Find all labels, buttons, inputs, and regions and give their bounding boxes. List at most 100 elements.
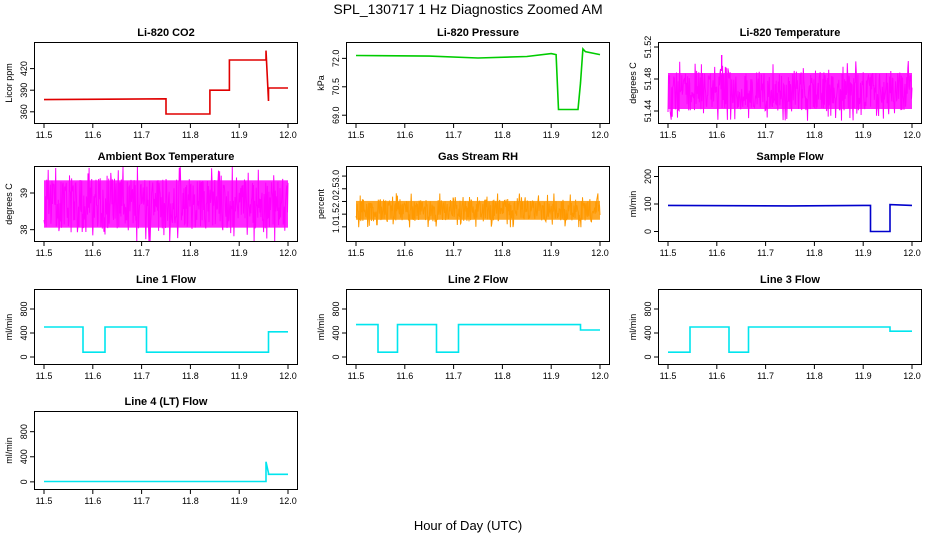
gas-stream-rh-series-band [356,200,600,220]
line-1-flow-xtick-label: 11.5 [36,371,53,381]
line-2-flow-ytick-label: 800 [331,301,341,316]
line-1-flow-xtick-label: 12.0 [279,371,297,381]
ambient-box-temperature-series-band [44,180,288,228]
line-4-lt-flow-plot-area [44,461,288,483]
sample-flow-title: Sample Flow [756,151,824,163]
line-1-flow-ytick-label: 800 [19,301,29,316]
li-820-pressure-xtick-label: 11.9 [543,130,560,140]
line-3-flow-series-line [668,326,912,354]
gas-stream-rh-xtick-label: 12.0 [591,248,609,258]
li-820-co2-xtick-label: 11.5 [36,130,53,140]
sample-flow-xtick-label: 11.7 [757,248,774,258]
line-3-flow-ylabel: ml/min [628,314,638,341]
line-2-flow-ytick-label: 0 [331,354,341,359]
line-2-flow-title: Line 2 Flow [448,274,508,286]
panel-line-3-flow: Line 3 Flow 11.5 11.6 11.7 11.8 11.9 12.0 0 400 8… [628,274,922,381]
gas-stream-rh-ytick-label: 3.0 [331,170,341,183]
sample-flow-xtick-label: 11.6 [708,248,725,258]
line-3-flow-xtick-label: 11.5 [660,371,677,381]
li-820-pressure-plot-area [355,46,601,111]
sample-flow-xtick-label: 11.9 [855,248,872,258]
panel-line-1-flow: Line 1 Flow 11.5 11.6 11.7 11.8 11.9 12.0 0 400 8… [4,274,298,381]
li-820-temperature-plot-area [667,55,913,121]
gas-stream-rh-ylabel: percent [316,188,326,219]
line-3-flow-xtick-label: 11.9 [855,371,872,381]
li-820-temperature-ytick-label: 51.48 [643,68,653,91]
li-820-temperature-xtick-label: 11.9 [855,130,872,140]
line-2-flow-xtick-label: 11.5 [348,371,365,381]
panel-li820-pressure: Li-820 Pressure 11.5 11.6 11.7 11.8 11.9 12.0 6… [316,27,610,140]
line-4-lt-flow-ytick-label: 800 [19,424,29,439]
line-3-flow-ytick-label: 0 [643,354,653,359]
sample-flow-plot-area [667,203,913,233]
li-820-co2-series-line [43,50,288,115]
li-820-co2-xtick-label: 11.6 [84,130,101,140]
li-820-pressure-ytick-label: 70.5 [331,78,341,96]
li-820-pressure-xtick-label: 11.5 [348,130,365,140]
li-820-temperature-title: Li-820 Temperature [740,27,841,39]
ambient-box-temperature-xtick-label: 11.9 [231,248,248,258]
li-820-temperature-ytick-label: 51.52 [643,36,653,59]
li-820-pressure-xtick-label: 12.0 [591,130,609,140]
line-4-lt-flow-frame [34,411,298,490]
line-4-lt-flow-xtick-label: 11.5 [36,496,53,506]
line-2-flow-xtick-label: 12.0 [591,371,609,381]
line-1-flow-series-line [44,326,288,354]
line-4-lt-flow-ylabel: ml/min [4,437,14,464]
ambient-box-temperature-xtick-label: 11.7 [133,248,150,258]
line-3-flow-xtick-label: 11.8 [806,371,823,381]
line-4-lt-flow-xtick-label: 11.9 [231,496,248,506]
ambient-box-temperature-frame [34,166,298,242]
x-axis-caption: Hour of Day (UTC) [413,518,523,533]
panel-sample-flow: Sample Flow 11.5 11.6 11.7 11.8 11.9 12.0 0 100 2… [628,151,922,258]
sample-flow-xtick-label: 11.5 [660,248,677,258]
line-2-flow-xtick-label: 11.7 [445,371,462,381]
gas-stream-rh-plot-area [355,193,601,228]
li-820-temperature-xtick-label: 11.7 [757,130,774,140]
ambient-box-temperature-title: Ambient Box Temperature [98,151,235,163]
line-1-flow-title: Line 1 Flow [136,274,196,286]
li-820-temperature-xtick-label: 11.8 [806,130,823,140]
figure-title: SPL_130717 1 Hz Diagnostics Zoomed AM [333,1,603,17]
gas-stream-rh-ytick-label: 2.5 [331,183,341,196]
li-820-co2-xtick-label: 11.9 [231,130,248,140]
gas-stream-rh-ytick-label: 2.0 [331,195,341,208]
li-820-pressure-xtick-label: 11.8 [494,130,511,140]
sample-flow-xtick-label: 12.0 [903,248,921,258]
sample-flow-ytick-label: 100 [643,196,653,211]
line-1-flow-plot-area [44,326,288,354]
line-3-flow-title: Line 3 Flow [760,274,820,286]
line-2-flow-xtick-label: 11.9 [543,371,560,381]
line-4-lt-flow-xtick-label: 12.0 [279,496,297,506]
ambient-box-temperature-ylabel: degrees C [4,183,14,225]
ambient-box-temperature-xtick-label: 11.8 [182,248,199,258]
li-820-temperature-ytick-label: 51.44 [643,100,653,123]
line-3-flow-plot-area [668,326,912,354]
li-820-pressure-ytick-label: 72.0 [331,50,341,68]
li-820-temperature-frame [658,42,922,124]
line-4-lt-flow-xtick-label: 11.6 [84,496,101,506]
li-820-pressure-series-line [355,46,601,111]
ambient-box-temperature-ytick-label: 38 [19,225,29,235]
li-820-co2-xtick-label: 11.7 [133,130,150,140]
li-820-pressure-frame [346,42,610,124]
line-1-flow-ytick-label: 0 [19,354,29,359]
li-820-co2-title: Li-820 CO2 [137,27,194,39]
line-3-flow-frame [658,289,922,365]
gas-stream-rh-xtick-label: 11.8 [494,248,511,258]
line-1-flow-ytick-label: 400 [19,325,29,340]
li-820-pressure-xtick-label: 11.7 [445,130,462,140]
line-2-flow-frame [346,289,610,365]
li-820-temperature-ylabel: degrees C [628,62,638,104]
sample-flow-ytick-label: 200 [643,169,653,184]
sample-flow-series-line [667,203,913,233]
li-820-co2-ylabel: Licor ppm [4,63,14,103]
gas-stream-rh-ytick-label: 1.0 [331,221,341,234]
line-3-flow-xtick-label: 11.6 [708,371,725,381]
ambient-box-temperature-plot-area [43,167,289,241]
sample-flow-xtick-label: 11.8 [806,248,823,258]
ambient-box-temperature-xtick-label: 12.0 [279,248,297,258]
panel-line-2-flow: Line 2 Flow 11.5 11.6 11.7 11.8 11.9 12.0 0 400 8… [316,274,610,381]
line-1-flow-frame [34,289,298,365]
li-820-pressure-title: Li-820 Pressure [437,27,519,39]
